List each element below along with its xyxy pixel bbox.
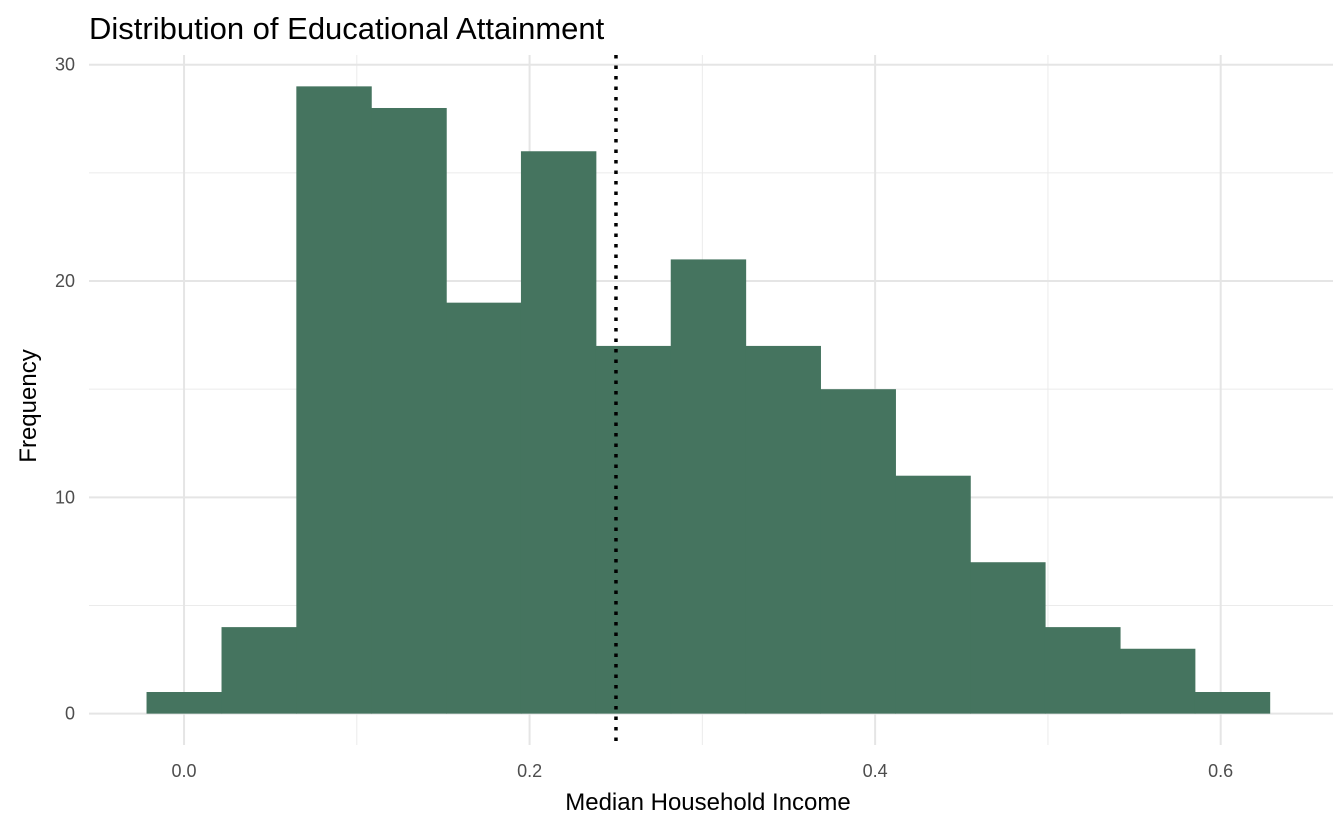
x-tick-label: 0.0	[172, 761, 197, 781]
histogram-bar	[670, 259, 747, 714]
x-tick-label: 0.6	[1208, 761, 1233, 781]
histogram-bar	[970, 562, 1046, 714]
histogram-bar	[371, 107, 447, 714]
histogram-bar	[595, 345, 672, 714]
y-tick-label: 20	[55, 271, 75, 291]
y-tick-label: 0	[65, 704, 75, 724]
y-axis-title: Frequency	[15, 349, 42, 462]
x-tick-label: 0.4	[863, 761, 888, 781]
histogram-bar	[1119, 648, 1196, 714]
histogram-bar	[745, 345, 821, 714]
x-tick-labels: 0.0 0.2 0.4 0.6	[172, 761, 1234, 781]
x-tick-label: 0.2	[517, 761, 542, 781]
y-tick-label: 30	[55, 55, 75, 75]
y-tick-labels: 0 10 20 30	[55, 55, 75, 724]
histogram-bar	[221, 627, 297, 714]
histogram-bar	[296, 86, 372, 714]
histogram-bar	[146, 692, 223, 714]
x-axis-title: Median Household Income	[565, 789, 851, 816]
histogram-bar	[895, 475, 971, 714]
chart-title: Distribution of Educational Attainment	[89, 11, 605, 46]
histogram-bar	[1194, 692, 1271, 714]
histogram-bars	[146, 86, 1271, 714]
y-tick-label: 10	[55, 487, 75, 507]
histogram-bar	[820, 389, 896, 714]
histogram-bar	[1044, 627, 1121, 714]
histogram-bar	[446, 302, 522, 714]
histogram-bar	[520, 151, 597, 714]
